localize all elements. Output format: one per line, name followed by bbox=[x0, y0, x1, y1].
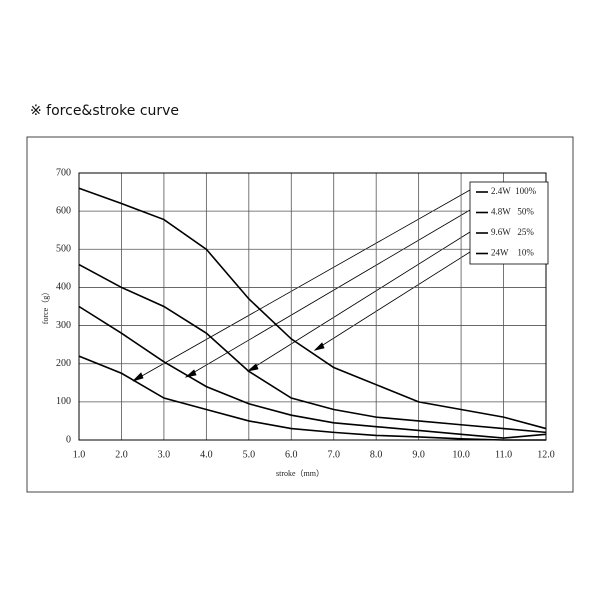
y-tick-label: 200 bbox=[56, 358, 71, 369]
legend-label: 9.6W 25% bbox=[491, 227, 534, 237]
x-tick-label: 4.0 bbox=[200, 449, 213, 460]
x-tick-label: 5.0 bbox=[243, 449, 256, 460]
x-tick-label: 9.0 bbox=[412, 449, 425, 460]
series-line bbox=[78, 187, 547, 430]
series-line bbox=[78, 305, 547, 439]
legend-label: 2.4W 100% bbox=[491, 186, 537, 196]
y-tick-label: 500 bbox=[56, 244, 71, 255]
y-tick-label: 700 bbox=[56, 167, 71, 178]
x-tick-label: 11.0 bbox=[495, 449, 512, 460]
x-tick-label: 6.0 bbox=[285, 449, 298, 460]
x-tick-label: 8.0 bbox=[370, 449, 383, 460]
x-tick-label: 1.0 bbox=[73, 449, 86, 460]
x-tick-label: 10.0 bbox=[452, 449, 470, 460]
y-tick-label: 100 bbox=[56, 396, 71, 407]
y-tick-label: 0 bbox=[66, 434, 71, 445]
frame bbox=[26, 136, 574, 493]
series-line bbox=[78, 355, 546, 441]
series-line bbox=[78, 263, 547, 434]
x-tick-label: 7.0 bbox=[327, 449, 340, 460]
y-tick-label: 600 bbox=[56, 205, 71, 216]
chart-title: ※ force&stroke curve bbox=[30, 103, 179, 119]
x-tick-label: 12.0 bbox=[537, 449, 555, 460]
x-axis-label: stroke（mm） bbox=[276, 469, 324, 478]
x-tick-label: 3.0 bbox=[158, 449, 171, 460]
leader-lines bbox=[132, 189, 471, 382]
y-tick-label: 400 bbox=[56, 282, 71, 293]
legend-box bbox=[469, 181, 549, 265]
legend-label: 24W 10% bbox=[491, 248, 534, 258]
x-tick-label: 2.0 bbox=[115, 449, 128, 460]
y-axis-label: force（g） bbox=[41, 288, 50, 324]
y-tick-label: 300 bbox=[56, 320, 71, 331]
legend-label: 4.8W 50% bbox=[491, 207, 534, 217]
